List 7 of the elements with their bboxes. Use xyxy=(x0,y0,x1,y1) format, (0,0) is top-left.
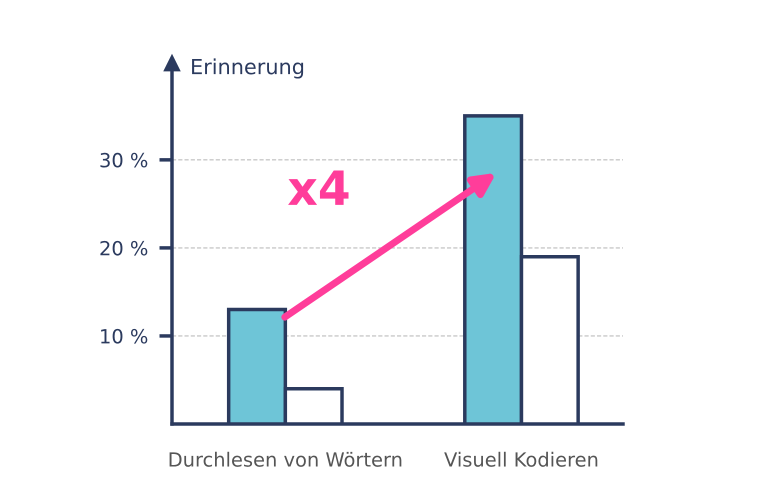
y-tick-label: 30 % xyxy=(100,152,148,168)
y-tick-label: 10 % xyxy=(101,328,148,344)
x-tick-label: Visuell Kodieren xyxy=(444,452,598,467)
y-axis-title: Erinnerung xyxy=(192,58,304,78)
y-tick-label: 20 % xyxy=(100,240,148,256)
annotation: x4 xyxy=(288,170,349,205)
x-tick-label: Durchlesen von Wörtern xyxy=(170,452,402,467)
